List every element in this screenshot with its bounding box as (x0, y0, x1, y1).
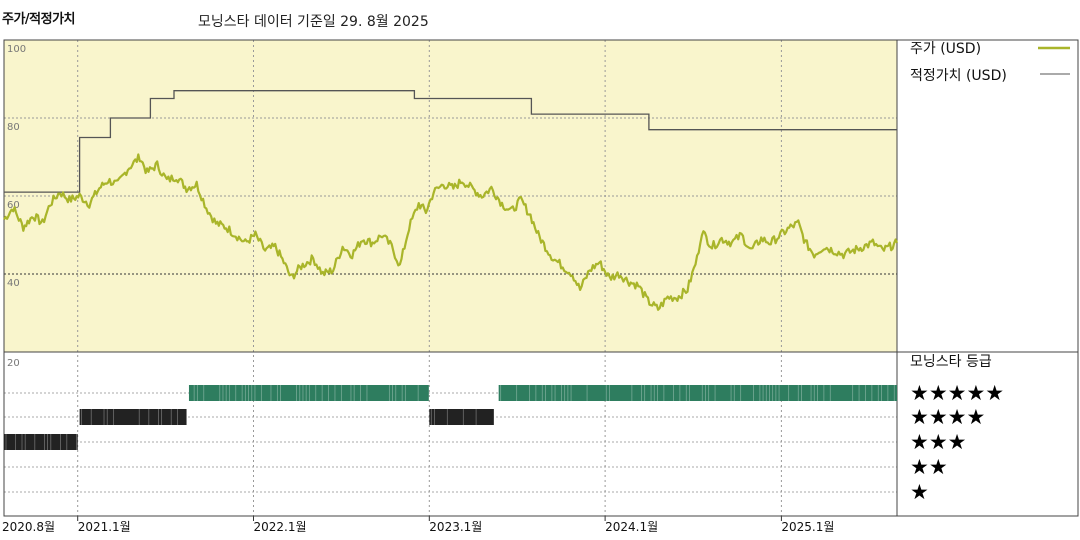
x-tick-label-1: 2021.1월 (78, 520, 131, 534)
rating-bar-fill (429, 409, 494, 425)
rating-legend-5-stars: ★★★★★ (910, 381, 1004, 405)
fair-value-line (4, 90, 897, 193)
rating-legend-3-stars: ★★★ (910, 430, 966, 454)
y-tick-label-100: 100 (7, 44, 26, 55)
rating-bar-3-star-0 (4, 434, 78, 450)
rating-legend-1-stars: ★ (910, 480, 929, 504)
rating-bar-fill (498, 385, 897, 401)
rating-legend-title: 모닝스타 등급 (910, 354, 992, 370)
chart-title: 주가/적정가치 (2, 12, 76, 27)
x-tick-label-0: 2020.8월 (2, 520, 55, 534)
x-tick-label-2: 2022.1월 (254, 520, 307, 534)
y-tick-label-20: 20 (7, 358, 20, 369)
rating-legend-4-stars: ★★★★ (910, 405, 985, 429)
rating-bar-5-star-2 (188, 385, 429, 401)
legend-price-label: 주가 (USD) (910, 41, 981, 57)
legend-fair-value-label: 적정가치 (USD) (910, 68, 1007, 84)
data-date-subtitle: 모닝스타 데이터 기준일 29. 8월 2025 (198, 14, 429, 30)
y-tick-label-40: 40 (7, 278, 20, 289)
x-tick-label-3: 2023.1월 (429, 520, 482, 534)
rating-bar-4-star-3 (429, 409, 494, 425)
lower-plot-frame (3, 351, 898, 517)
y-tick-label-60: 60 (7, 200, 20, 211)
legend-panel (896, 39, 1079, 517)
x-tick-label-4: 2024.1월 (605, 520, 658, 534)
rating-bar-fill (79, 409, 187, 425)
rating-bar-fill (188, 385, 429, 401)
rating-bar-fill (4, 434, 78, 450)
rating-bar-5-star-4 (498, 385, 897, 401)
x-tick-label-5: 2025.1월 (781, 520, 834, 534)
y-tick-label-80: 80 (7, 122, 20, 133)
price-line (3, 153, 899, 311)
rating-bar-4-star-1 (79, 409, 187, 425)
rating-legend-2-stars: ★★ (910, 455, 948, 479)
